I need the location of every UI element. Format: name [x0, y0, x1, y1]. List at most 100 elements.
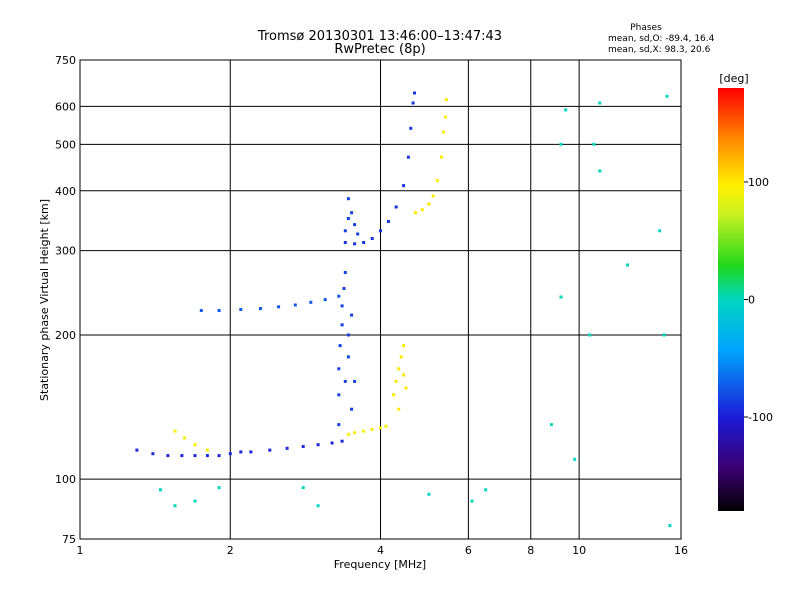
data-point [668, 524, 672, 528]
data-point [337, 393, 341, 397]
data-point [340, 439, 344, 443]
data-point [343, 379, 347, 383]
plot-frame [79, 59, 682, 540]
chart-subtitle: RwPretec (8p) [334, 42, 425, 57]
data-point [427, 202, 431, 206]
colorbar-ticks: 100 0 -100 [744, 176, 773, 424]
data-point [173, 429, 177, 433]
data-point [406, 155, 410, 159]
data-point [549, 423, 553, 427]
data-point [392, 393, 396, 397]
data-point [397, 367, 401, 371]
data-point [193, 443, 197, 447]
y-tick-label: 400 [55, 185, 76, 198]
data-point [397, 407, 401, 411]
data-point [440, 155, 443, 159]
data-point [399, 355, 403, 359]
x-tick-label: 10 [572, 544, 586, 557]
colorbar-tick-label: 100 [748, 176, 769, 189]
data-point [259, 307, 262, 311]
data-point [350, 313, 354, 317]
data-point [564, 108, 568, 112]
colorbar [718, 88, 744, 511]
data-point [346, 197, 350, 201]
data-point [342, 287, 346, 290]
data-point [166, 454, 170, 458]
data-point [394, 205, 398, 209]
stats-line-o: mean, sd,O: -89.4, 16.4 [608, 34, 715, 44]
data-point [316, 443, 320, 447]
data-point [626, 263, 629, 267]
data-point [379, 426, 382, 430]
y-tick-label: 100 [55, 473, 76, 486]
data-point [343, 241, 347, 244]
data-point [420, 208, 424, 212]
data-point [337, 423, 341, 427]
data-point [340, 323, 344, 327]
data-point [598, 101, 602, 105]
data-point [442, 130, 445, 134]
data-point [346, 217, 350, 220]
data-point [444, 98, 448, 102]
data-point [402, 373, 406, 377]
data-point [346, 355, 350, 359]
data-point [404, 386, 408, 390]
data-point [343, 271, 347, 274]
y-tick-label: 750 [55, 54, 76, 67]
data-point [180, 454, 184, 458]
x-axis-ticks: 1 2 4 6 8 10 16 [77, 544, 689, 557]
data-point [370, 427, 374, 431]
data-point [346, 333, 350, 337]
data-point [193, 499, 197, 503]
data-point [402, 344, 406, 348]
chart-title: Tromsø 20130301 13:46:00–13:47:43 [257, 29, 502, 44]
data-point [323, 298, 327, 302]
data-point [435, 179, 439, 183]
data-point [151, 452, 155, 456]
data-point [588, 333, 592, 337]
x-tick-label: 16 [674, 544, 688, 557]
data-point [559, 142, 563, 146]
data-point [353, 223, 357, 227]
x-tick-label: 6 [465, 544, 472, 557]
data-point [370, 237, 374, 240]
y-axis-ticks: 75 100 200 300 400 500 600 750 [55, 54, 76, 546]
y-tick-label: 200 [55, 329, 76, 342]
data-point [379, 229, 382, 233]
data-point [301, 486, 305, 490]
colorbar-tick-label: 0 [748, 294, 755, 307]
colorbar-tick-label: -100 [748, 411, 773, 424]
y-tick-label: 300 [55, 245, 76, 258]
x-tick-label: 1 [77, 544, 84, 557]
data-point [338, 344, 342, 348]
y-axis-label: Stationary phase Virtual Height [km] [38, 199, 51, 401]
data-point [350, 211, 354, 215]
data-point [193, 454, 197, 458]
data-point [239, 308, 243, 311]
grid-lines [80, 60, 681, 539]
data-point [362, 241, 366, 244]
data-point [402, 184, 406, 188]
data-point [394, 379, 398, 383]
data-point [228, 452, 232, 456]
data-point [356, 232, 360, 236]
data-point [309, 300, 313, 304]
data-point [598, 169, 602, 173]
data-point [159, 488, 162, 492]
data-point [353, 242, 357, 246]
data-point [411, 101, 415, 105]
data-point [301, 445, 305, 448]
data-point [353, 431, 357, 435]
data-point [135, 448, 139, 452]
x-tick-label: 4 [377, 544, 384, 557]
data-point [285, 446, 289, 450]
colorbar-label: [deg] [719, 72, 748, 85]
data-point [444, 115, 448, 119]
data-point [293, 303, 297, 307]
y-tick-label: 600 [55, 100, 76, 113]
data-points [135, 91, 672, 528]
data-point [337, 294, 341, 298]
data-point [387, 220, 390, 223]
